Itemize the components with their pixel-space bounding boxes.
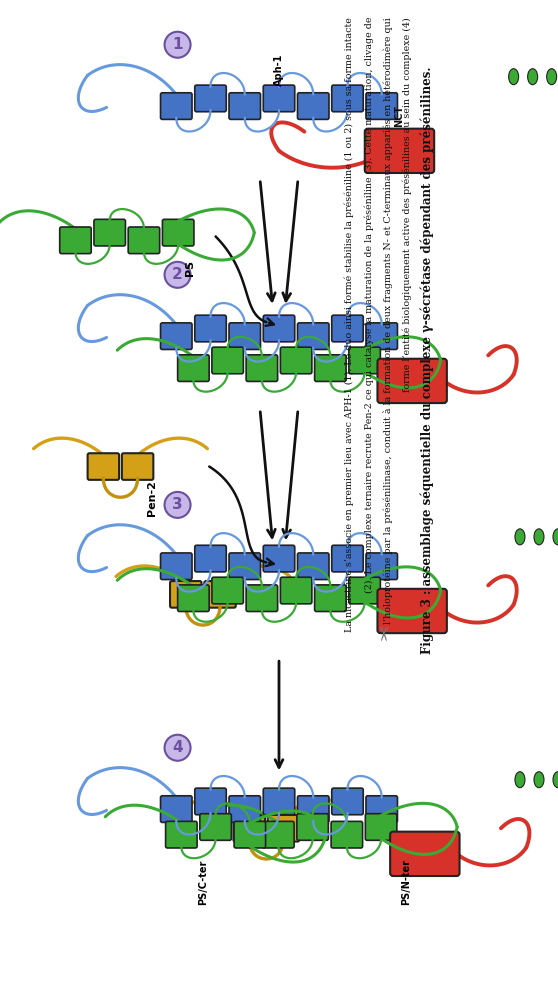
FancyBboxPatch shape [377, 589, 447, 633]
FancyBboxPatch shape [233, 815, 265, 841]
Text: PS: PS [185, 260, 195, 276]
FancyBboxPatch shape [332, 315, 363, 342]
FancyBboxPatch shape [161, 323, 192, 350]
Circle shape [165, 32, 190, 58]
Text: (2). Le complexe ternaire recrute Pen-2 ce qui catalyse la maturation de la prés: (2). Le complexe ternaire recrute Pen-2 … [364, 17, 373, 593]
Text: PS/N-ter: PS/N-ter [401, 859, 411, 905]
FancyBboxPatch shape [297, 814, 328, 840]
FancyBboxPatch shape [195, 545, 226, 572]
FancyBboxPatch shape [280, 577, 312, 604]
FancyBboxPatch shape [377, 359, 447, 403]
FancyBboxPatch shape [229, 796, 261, 823]
FancyBboxPatch shape [246, 355, 278, 382]
FancyBboxPatch shape [263, 545, 295, 572]
FancyBboxPatch shape [297, 93, 329, 120]
Ellipse shape [553, 772, 558, 788]
Ellipse shape [508, 69, 518, 85]
FancyBboxPatch shape [161, 553, 192, 579]
Text: Aph-1: Aph-1 [274, 54, 284, 87]
FancyBboxPatch shape [349, 347, 381, 374]
FancyBboxPatch shape [177, 585, 209, 611]
FancyBboxPatch shape [365, 129, 434, 173]
Text: Pen-2: Pen-2 [147, 481, 157, 516]
FancyBboxPatch shape [297, 796, 329, 823]
FancyBboxPatch shape [268, 815, 299, 841]
FancyBboxPatch shape [200, 814, 232, 840]
FancyBboxPatch shape [263, 85, 295, 112]
FancyBboxPatch shape [60, 227, 91, 253]
Text: 2: 2 [172, 267, 183, 282]
Text: PS/C-ter: PS/C-ter [198, 859, 208, 904]
FancyBboxPatch shape [229, 553, 261, 579]
Text: ✂: ✂ [371, 624, 390, 641]
FancyBboxPatch shape [195, 85, 226, 112]
Text: forme l’entité biologiquement active des présénilines au sein du complexe (4): forme l’entité biologiquement active des… [402, 17, 411, 392]
FancyBboxPatch shape [177, 355, 209, 382]
FancyBboxPatch shape [94, 219, 126, 246]
Circle shape [165, 262, 190, 288]
FancyBboxPatch shape [366, 796, 397, 823]
FancyBboxPatch shape [229, 93, 261, 120]
Ellipse shape [534, 528, 544, 544]
FancyBboxPatch shape [161, 796, 192, 823]
FancyBboxPatch shape [280, 347, 312, 374]
FancyBboxPatch shape [366, 323, 397, 350]
FancyBboxPatch shape [166, 822, 197, 848]
FancyBboxPatch shape [331, 822, 363, 848]
Ellipse shape [553, 528, 558, 544]
Text: 3: 3 [172, 498, 183, 512]
FancyBboxPatch shape [263, 822, 294, 848]
Ellipse shape [534, 772, 544, 788]
Ellipse shape [515, 528, 525, 544]
Text: 4: 4 [172, 740, 183, 756]
FancyBboxPatch shape [170, 581, 201, 607]
Text: La nicastrine s’associe en premier lieu avec APH-1 (1). Le duo ainsi formé stabi: La nicastrine s’associe en premier lieu … [345, 17, 354, 632]
FancyBboxPatch shape [366, 93, 397, 120]
FancyBboxPatch shape [366, 553, 397, 579]
Ellipse shape [528, 69, 538, 85]
FancyBboxPatch shape [162, 219, 194, 246]
FancyBboxPatch shape [88, 454, 119, 480]
FancyBboxPatch shape [246, 585, 278, 611]
Text: NCT: NCT [395, 105, 405, 127]
Text: 1: 1 [172, 37, 183, 52]
FancyBboxPatch shape [212, 577, 243, 604]
FancyBboxPatch shape [332, 85, 363, 112]
FancyBboxPatch shape [161, 93, 192, 120]
Ellipse shape [515, 772, 525, 788]
Text: Figure 3 : assemblage séquentielle du complexe γ-sécrétase dépendant des préséni: Figure 3 : assemblage séquentielle du co… [420, 67, 434, 654]
FancyBboxPatch shape [263, 789, 295, 815]
FancyBboxPatch shape [332, 789, 363, 815]
FancyBboxPatch shape [212, 347, 243, 374]
FancyBboxPatch shape [128, 227, 160, 253]
FancyBboxPatch shape [365, 814, 397, 840]
FancyBboxPatch shape [229, 323, 261, 350]
FancyBboxPatch shape [390, 831, 460, 876]
FancyBboxPatch shape [204, 581, 236, 607]
FancyBboxPatch shape [122, 454, 153, 480]
FancyBboxPatch shape [234, 822, 266, 848]
Circle shape [165, 492, 190, 517]
FancyBboxPatch shape [332, 545, 363, 572]
FancyBboxPatch shape [349, 577, 381, 604]
Text: l’holoprotéine par la présénilinase, conduit à la formation de deux fragments N-: l’holoprotéine par la présénilinase, con… [383, 17, 393, 624]
Circle shape [165, 735, 190, 761]
Ellipse shape [547, 69, 557, 85]
FancyBboxPatch shape [195, 789, 226, 815]
FancyBboxPatch shape [315, 355, 346, 382]
FancyBboxPatch shape [195, 315, 226, 342]
FancyBboxPatch shape [297, 553, 329, 579]
FancyBboxPatch shape [263, 315, 295, 342]
FancyBboxPatch shape [297, 323, 329, 350]
FancyBboxPatch shape [315, 585, 346, 611]
